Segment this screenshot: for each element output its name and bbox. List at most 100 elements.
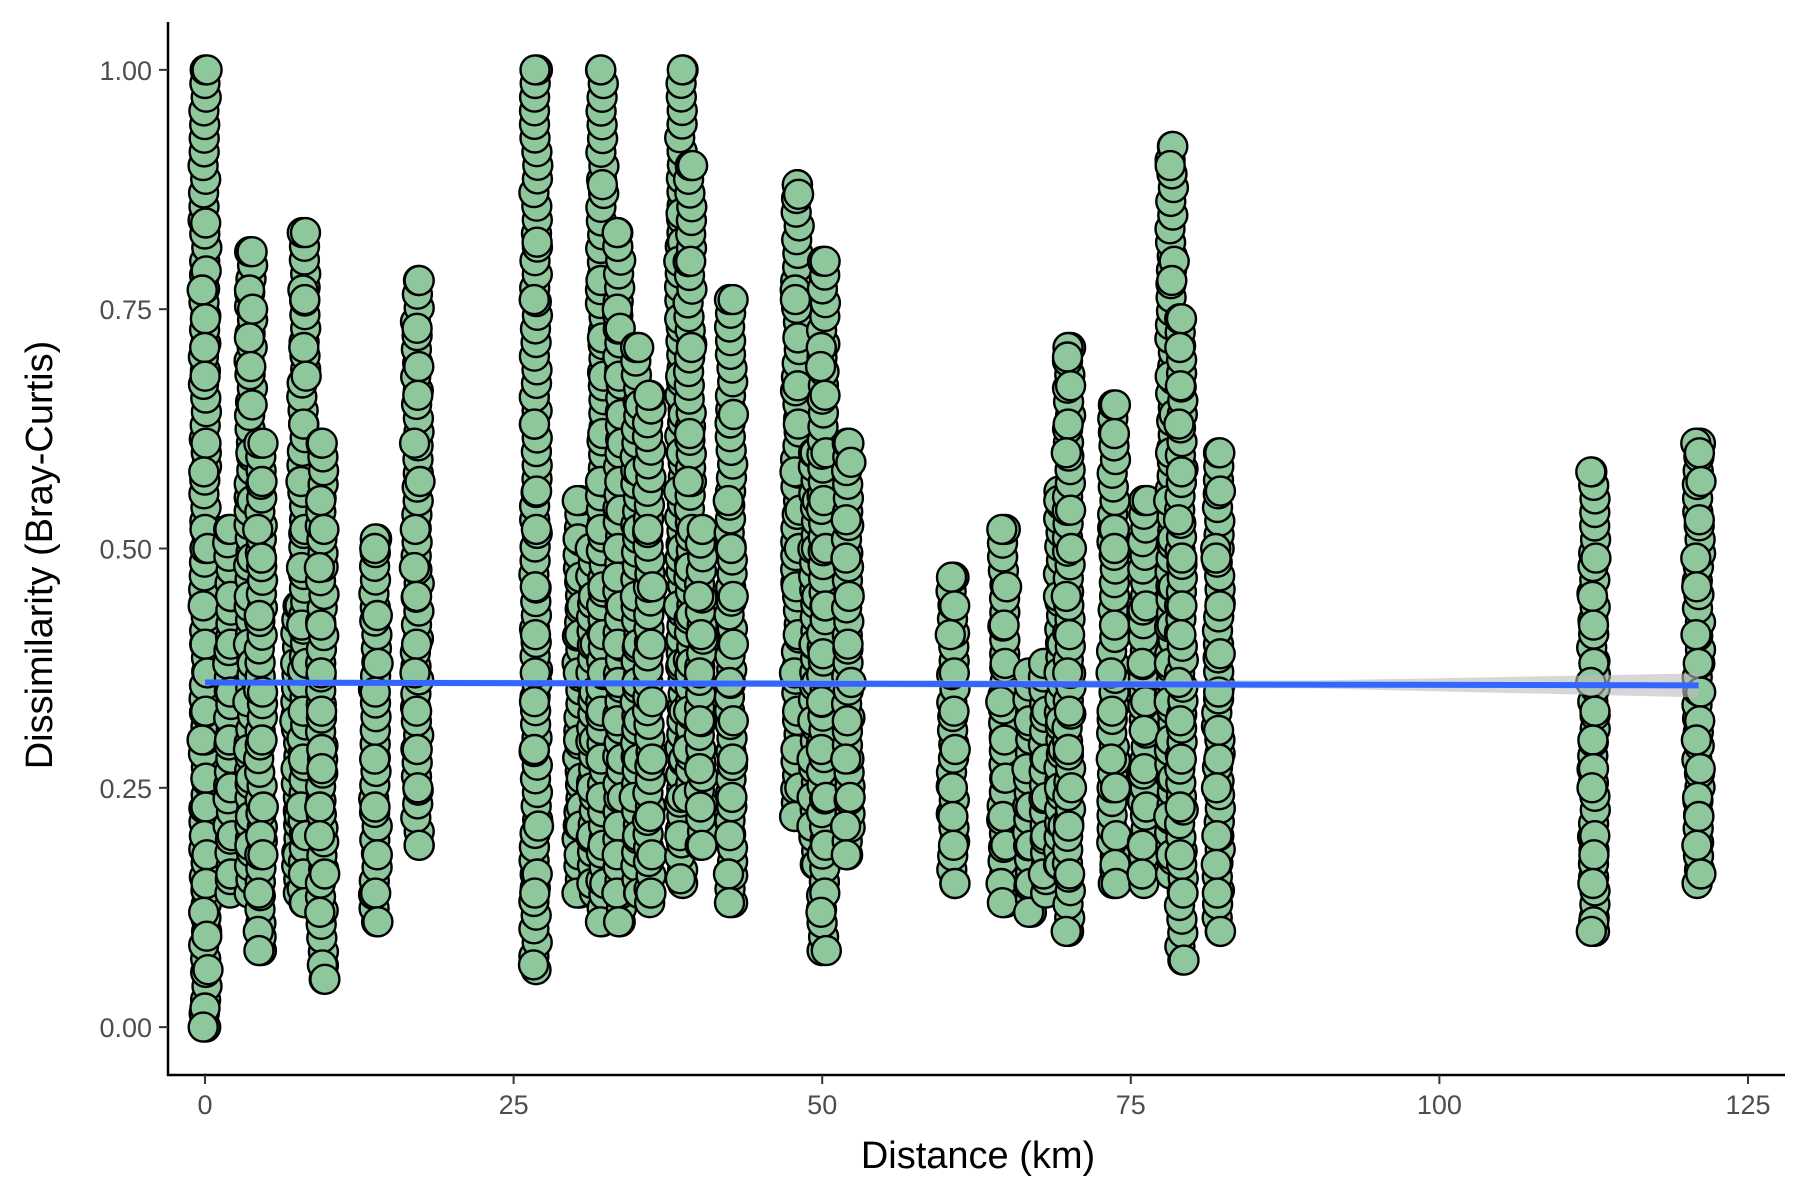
data-point [398, 551, 431, 584]
data-point [939, 733, 971, 766]
y-tick-label: 0.00 [99, 1013, 152, 1043]
data-point [938, 695, 970, 727]
data-point [1578, 839, 1610, 871]
data-point [1052, 408, 1084, 440]
trend-layer [205, 673, 1699, 698]
data-point [1575, 456, 1607, 488]
data-point [1204, 590, 1236, 622]
data-point [1052, 733, 1085, 766]
data-point [189, 303, 222, 335]
data-point [1204, 915, 1237, 948]
data-point [713, 887, 746, 919]
data-point [1577, 867, 1609, 900]
data-point [1100, 820, 1133, 852]
data-point [586, 168, 619, 201]
data-point [988, 609, 1020, 641]
data-point [1683, 437, 1716, 469]
data-point [1162, 504, 1195, 536]
data-point [717, 580, 749, 613]
data-point [986, 513, 1018, 546]
data-point [830, 839, 862, 871]
data-point [187, 1011, 219, 1043]
data-point [1126, 858, 1158, 890]
data-point [939, 867, 971, 900]
data-point [686, 829, 718, 861]
data-point [359, 791, 391, 823]
data-point [305, 695, 338, 727]
data-point [829, 810, 862, 842]
data-point [1201, 877, 1234, 909]
data-point [1156, 264, 1188, 297]
data-point [361, 839, 393, 871]
data-point [632, 513, 664, 546]
data-point [400, 580, 433, 613]
data-point [519, 619, 552, 651]
data-point [246, 724, 278, 756]
data-point [309, 858, 341, 890]
data-point [1576, 580, 1609, 613]
data-point [782, 178, 815, 211]
data-point [398, 427, 431, 459]
data-point [636, 571, 669, 603]
data-point [985, 686, 1017, 718]
trend-line [205, 679, 1699, 689]
data-point [832, 628, 864, 660]
data-point [835, 446, 867, 478]
data-point [1050, 915, 1082, 948]
data-point [1055, 772, 1088, 804]
data-point [1168, 944, 1200, 976]
data-point [188, 456, 220, 488]
data-point [191, 920, 223, 952]
data-point [1685, 858, 1717, 890]
data-point [1575, 915, 1608, 948]
data-point [518, 283, 550, 316]
data-point [242, 513, 274, 546]
data-point [834, 781, 866, 814]
data-point [683, 580, 715, 613]
data-point [1165, 303, 1198, 335]
data-point [1164, 705, 1196, 737]
data-point [189, 207, 222, 239]
data-point [359, 532, 391, 565]
data-point [243, 599, 275, 632]
x-tick-label: 25 [499, 1090, 529, 1120]
data-point [1154, 149, 1186, 182]
data-point [684, 791, 717, 823]
data-point [675, 331, 708, 364]
data-point [830, 542, 862, 574]
data-point [305, 609, 337, 641]
data-point [1200, 848, 1233, 881]
data-point [1204, 638, 1236, 670]
data-point [685, 619, 717, 651]
data-point [1051, 341, 1084, 373]
data-point [676, 149, 709, 182]
data-point [686, 513, 718, 546]
data-point [1580, 542, 1612, 574]
data-point [403, 829, 435, 861]
data-point [1098, 532, 1131, 565]
data-point [988, 724, 1021, 756]
data-point [288, 331, 320, 364]
data-point [519, 54, 551, 86]
data-point [1054, 370, 1087, 402]
data-point [1055, 532, 1088, 565]
data-point [1685, 465, 1717, 498]
data-point [1203, 743, 1235, 775]
data-point [1683, 800, 1715, 833]
data-point [403, 264, 435, 297]
data-point [1053, 619, 1086, 651]
data-point [717, 628, 750, 660]
x-tick-label: 125 [1725, 1090, 1770, 1120]
data-point [1200, 772, 1233, 804]
data-point [1126, 829, 1159, 861]
data-point [401, 733, 433, 766]
data-point [833, 580, 865, 613]
data-point [1576, 772, 1608, 804]
data-point [236, 293, 269, 325]
data-point [936, 772, 969, 804]
data-point [935, 561, 968, 593]
y-tick-label: 0.50 [99, 535, 152, 565]
data-point [1050, 437, 1083, 469]
data-point [714, 820, 746, 852]
